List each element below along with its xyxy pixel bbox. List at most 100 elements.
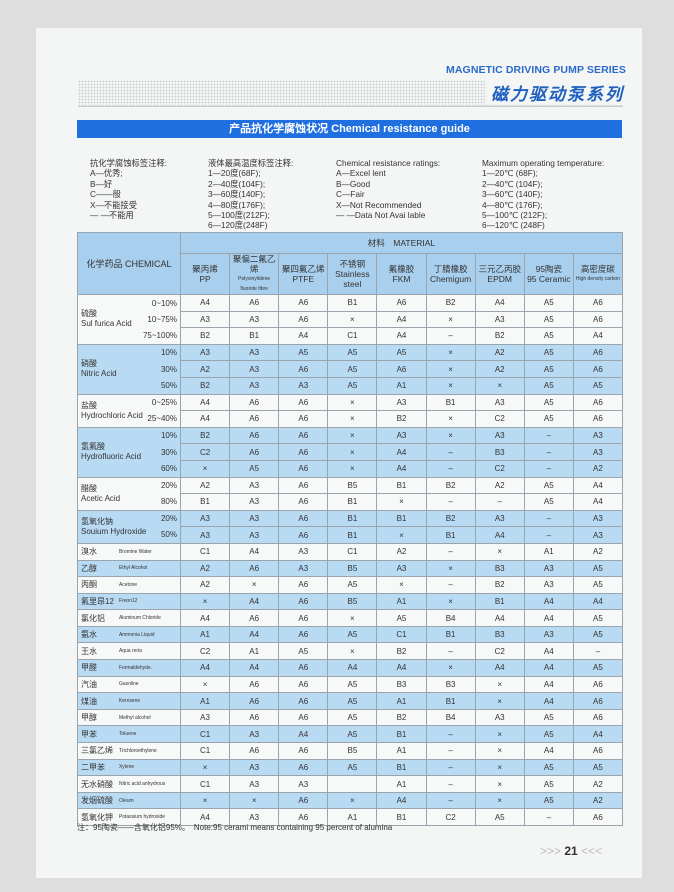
- material-name-cn: 丁腈橡胶: [433, 264, 468, 274]
- rating-cell: ×: [327, 393, 378, 412]
- rating-cell: B1: [474, 592, 525, 611]
- rating-cell: A5: [572, 559, 624, 578]
- rating-cell: A6: [278, 509, 329, 528]
- table-row: 氢氧化钾 Potassium hydroxide A4 A3 A6 A1 B1 C2 A5– A6: [77, 808, 624, 826]
- rating-cell: A3: [179, 310, 231, 329]
- rating-cell: A3: [229, 775, 280, 793]
- rating-cell: ×: [179, 592, 231, 611]
- rating-cell: A5: [523, 493, 574, 511]
- rating-cell: A5: [327, 625, 378, 644]
- chemical-name-cn: 醋酸: [81, 483, 97, 493]
- table-row: 硫酸 Sul furica Acid 0~10% 10~75% 75~100% A4 A6 A…: [77, 294, 624, 345]
- rating-cell: A4: [376, 791, 427, 810]
- chemical-name: 溴水 Bromine Water: [81, 546, 177, 557]
- rating-cell: A4: [278, 725, 329, 744]
- chemical-name: 硝酸 Nitric Acid: [81, 359, 117, 379]
- rating-cell: A3: [572, 509, 624, 528]
- legend-heading: 抗化学腐蚀标签注释:: [90, 158, 167, 168]
- chemical-name: 氯化铝 Aluminum Chloride: [81, 613, 177, 624]
- material-column-header: 氟橡胶 FKM: [376, 253, 427, 295]
- legend-item: A—Excel lent: [336, 168, 386, 179]
- chemical-name-cell: 醋酸 Acetic Acid 20% 80%: [77, 476, 181, 511]
- rating-cell: A6: [572, 343, 624, 362]
- rating-cell: A4: [474, 294, 525, 312]
- table-row: 甲醛 Formaldehyde. A4 A4 A6 A4 A4 × A4 A4 A5: [77, 659, 624, 677]
- rating-cell: B4: [425, 609, 476, 627]
- rating-cell: A3: [523, 625, 574, 644]
- chemical-name-cn: 氢氧化钾: [81, 812, 113, 822]
- rating-cell: A1: [523, 542, 574, 561]
- rating-cell: [327, 775, 378, 793]
- rating-cell: A6: [229, 559, 280, 578]
- chemical-name-cn: 发烟硫酸: [81, 796, 113, 806]
- chemical-name-cell: 氢氟酸 Hydrofluoric Acid 10% 30% 60%: [77, 426, 181, 478]
- table-row: 甲醇 Methyl alcohol A3 A6 A6 A5 B2 B4 A3 A5 A6: [77, 708, 624, 727]
- rating-cell: A5: [278, 343, 329, 362]
- chemical-name: 丙酮 Acetone: [81, 579, 177, 590]
- rating-cell: ×: [425, 360, 476, 378]
- chemical-name-en: Bromine Water: [119, 548, 152, 555]
- rating-cell: A5: [523, 775, 574, 793]
- rating-cell: C1: [179, 725, 231, 744]
- rating-cell: A3: [474, 509, 525, 528]
- rating-cell: A5: [327, 376, 378, 395]
- chemical-name-en: Methyl alcohol: [119, 714, 151, 721]
- table-row: 醋酸 Acetic Acid 20% 80% A2 A3 A6 B5 B1 B2 A2 A5 A4: [77, 476, 624, 511]
- rating-cell: –: [425, 642, 476, 661]
- table-row: 发烟硫酸 Oleum × × A6 × A4– × A5 A2: [77, 791, 624, 810]
- rating-cell: B2: [425, 509, 476, 528]
- rating-cell: C2: [474, 642, 525, 661]
- rating-cell: A1: [376, 376, 427, 395]
- rating-cell: A2: [474, 343, 525, 362]
- rating-cell: A4: [523, 592, 574, 611]
- rating-cell: –: [425, 742, 476, 760]
- rating-cell: –: [425, 758, 476, 777]
- rating-cell: A6: [572, 675, 624, 694]
- concentration-label: 10%: [160, 431, 177, 441]
- rating-cell: A5: [523, 310, 574, 329]
- table-row: 王水 Aqua reria C2 A1 A5 × B2– C2 A4–: [77, 642, 624, 661]
- rating-cell: A4: [376, 659, 427, 677]
- rating-cell: ×: [327, 310, 378, 329]
- rating-cell: B1: [327, 526, 378, 544]
- table-row: B2 B1 A4 C1 A4– B2 A5 A4: [78, 327, 624, 345]
- rating-cell: A6: [376, 294, 427, 312]
- rating-cell: B1: [179, 493, 231, 511]
- rating-cell: A3: [523, 559, 574, 578]
- legend-item: C——般: [90, 189, 121, 200]
- rating-cell: A6: [572, 294, 624, 312]
- rating-cell: B2: [376, 642, 427, 661]
- chemical-name-cell: 甲醇 Methyl alcohol: [77, 708, 181, 727]
- rating-cell: A5: [572, 659, 624, 677]
- rating-cell: A5: [229, 459, 280, 478]
- rating-cell: ×: [327, 443, 378, 461]
- rating-cell: ×: [376, 526, 427, 544]
- rating-cell: ×: [425, 659, 476, 677]
- concentration-list: 10% 30% 50%: [161, 345, 177, 394]
- concentration-label: 75~100%: [142, 331, 177, 341]
- chemical-group: 醋酸 Acetic Acid 20% 80%: [81, 478, 177, 510]
- rating-cell: B1: [425, 692, 476, 710]
- rating-cell: B1: [425, 526, 476, 544]
- rating-cell: A6: [278, 410, 329, 428]
- rating-cell: A4: [523, 692, 574, 710]
- chemical-name: 氢氧化钠 Souium Hydroxide: [81, 517, 146, 537]
- rating-cell: A6: [278, 443, 329, 461]
- rating-cell: A6: [278, 692, 329, 710]
- chemical-name: 甲醇 Methyl alcohol: [81, 712, 177, 723]
- rating-cell: A5: [523, 376, 574, 395]
- rating-cell: A2: [572, 459, 624, 478]
- rating-cell: A6: [278, 459, 329, 478]
- chemical-name-cell: 王水 Aqua reria: [77, 642, 181, 661]
- table-row: 乙醇 Ethyl Alcohol A2 A6 A3 B5 A3 × B3 A3 A5: [77, 559, 624, 578]
- rating-cell: A3: [474, 393, 525, 412]
- rating-cell: –: [474, 493, 525, 511]
- rating-cell: A6: [278, 310, 329, 329]
- rating-cell: A6: [278, 493, 329, 511]
- chemical-name-en: Sul furica Acid: [81, 319, 132, 329]
- chemical-name-cell: 硝酸 Nitric Acid 10% 30% 50%: [77, 343, 181, 395]
- chemical-name-en: Acetone: [119, 581, 138, 588]
- footnote: 注：95陶瓷——含氧化铝95%。 Note:95 cerami means co…: [77, 823, 393, 832]
- rating-cell: A5: [327, 708, 378, 727]
- rating-cell: ×: [474, 542, 525, 561]
